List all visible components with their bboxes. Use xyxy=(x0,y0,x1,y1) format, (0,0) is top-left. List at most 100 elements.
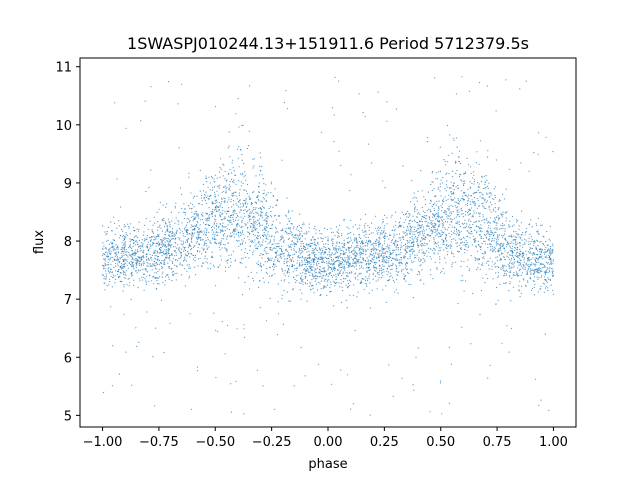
data-point xyxy=(474,237,476,240)
data-point xyxy=(256,196,258,198)
data-point xyxy=(175,254,178,256)
data-point xyxy=(275,219,278,221)
data-point xyxy=(347,261,349,263)
data-point xyxy=(306,261,308,263)
data-point xyxy=(145,281,147,283)
data-point xyxy=(483,219,485,221)
data-point xyxy=(237,215,239,218)
data-point xyxy=(166,255,168,257)
data-point xyxy=(502,267,504,269)
data-point xyxy=(270,183,272,185)
data-point xyxy=(470,343,472,345)
data-point xyxy=(191,241,193,243)
data-point xyxy=(355,238,358,240)
data-point xyxy=(199,231,201,233)
data-point xyxy=(462,216,464,218)
data-point xyxy=(277,283,279,285)
data-point xyxy=(303,249,306,251)
data-point xyxy=(287,245,289,247)
data-point xyxy=(437,212,439,214)
data-point xyxy=(245,256,247,258)
data-point xyxy=(401,262,403,264)
data-point xyxy=(129,238,131,240)
data-point xyxy=(335,278,337,280)
data-point xyxy=(205,251,207,253)
data-point xyxy=(251,231,253,233)
data-point xyxy=(346,257,348,259)
data-point xyxy=(520,250,522,253)
data-point xyxy=(411,260,413,262)
data-point xyxy=(462,236,464,238)
data-point xyxy=(468,270,470,272)
data-point xyxy=(507,251,509,253)
data-point xyxy=(112,216,115,218)
data-point xyxy=(435,195,437,197)
data-point xyxy=(157,270,159,272)
data-point xyxy=(410,219,412,221)
data-point xyxy=(354,261,356,263)
data-point xyxy=(153,265,155,267)
data-point xyxy=(412,239,414,241)
data-point xyxy=(458,244,460,247)
data-point xyxy=(215,225,217,227)
data-point xyxy=(221,198,223,201)
data-point xyxy=(227,173,229,175)
data-point xyxy=(257,235,259,237)
data-point xyxy=(187,253,189,255)
data-point xyxy=(110,263,112,265)
data-point xyxy=(349,272,351,274)
data-point xyxy=(535,223,537,225)
data-point xyxy=(319,266,321,268)
data-point xyxy=(319,256,321,258)
data-point xyxy=(255,229,257,231)
data-point xyxy=(193,229,195,231)
data-point xyxy=(221,238,223,240)
data-point xyxy=(349,271,351,274)
data-point xyxy=(487,187,489,189)
data-point xyxy=(267,282,270,284)
data-point xyxy=(438,220,440,222)
data-point xyxy=(275,247,277,249)
data-point xyxy=(261,174,263,176)
data-point xyxy=(389,244,391,247)
data-point xyxy=(548,238,550,240)
data-point xyxy=(433,229,435,231)
data-point xyxy=(368,264,370,266)
data-point xyxy=(467,211,469,213)
data-point xyxy=(370,251,372,253)
data-point xyxy=(182,232,184,234)
data-point xyxy=(462,198,465,200)
data-point xyxy=(337,273,339,275)
data-point xyxy=(260,211,262,213)
data-point xyxy=(419,213,421,215)
data-point xyxy=(162,245,164,247)
data-point xyxy=(266,246,268,248)
data-point xyxy=(380,273,383,275)
data-point xyxy=(471,182,473,184)
data-point xyxy=(295,275,297,277)
data-point xyxy=(451,252,453,254)
data-point xyxy=(162,281,164,284)
data-point xyxy=(104,262,106,264)
data-point xyxy=(469,213,471,215)
data-point xyxy=(518,236,520,238)
data-point xyxy=(406,225,409,227)
data-point xyxy=(449,224,451,226)
data-point xyxy=(463,191,465,194)
data-point xyxy=(319,294,322,296)
data-point xyxy=(184,214,186,216)
data-point xyxy=(331,245,333,247)
data-point xyxy=(281,249,283,251)
data-point xyxy=(468,164,470,166)
data-point xyxy=(417,213,419,215)
data-point xyxy=(548,269,551,271)
data-point xyxy=(440,195,442,197)
data-point xyxy=(200,213,202,215)
data-point xyxy=(497,248,499,250)
data-point xyxy=(239,225,241,227)
data-point xyxy=(330,267,332,269)
data-point xyxy=(121,246,123,248)
data-point xyxy=(224,226,226,228)
data-point xyxy=(228,184,230,186)
data-point xyxy=(517,219,519,222)
